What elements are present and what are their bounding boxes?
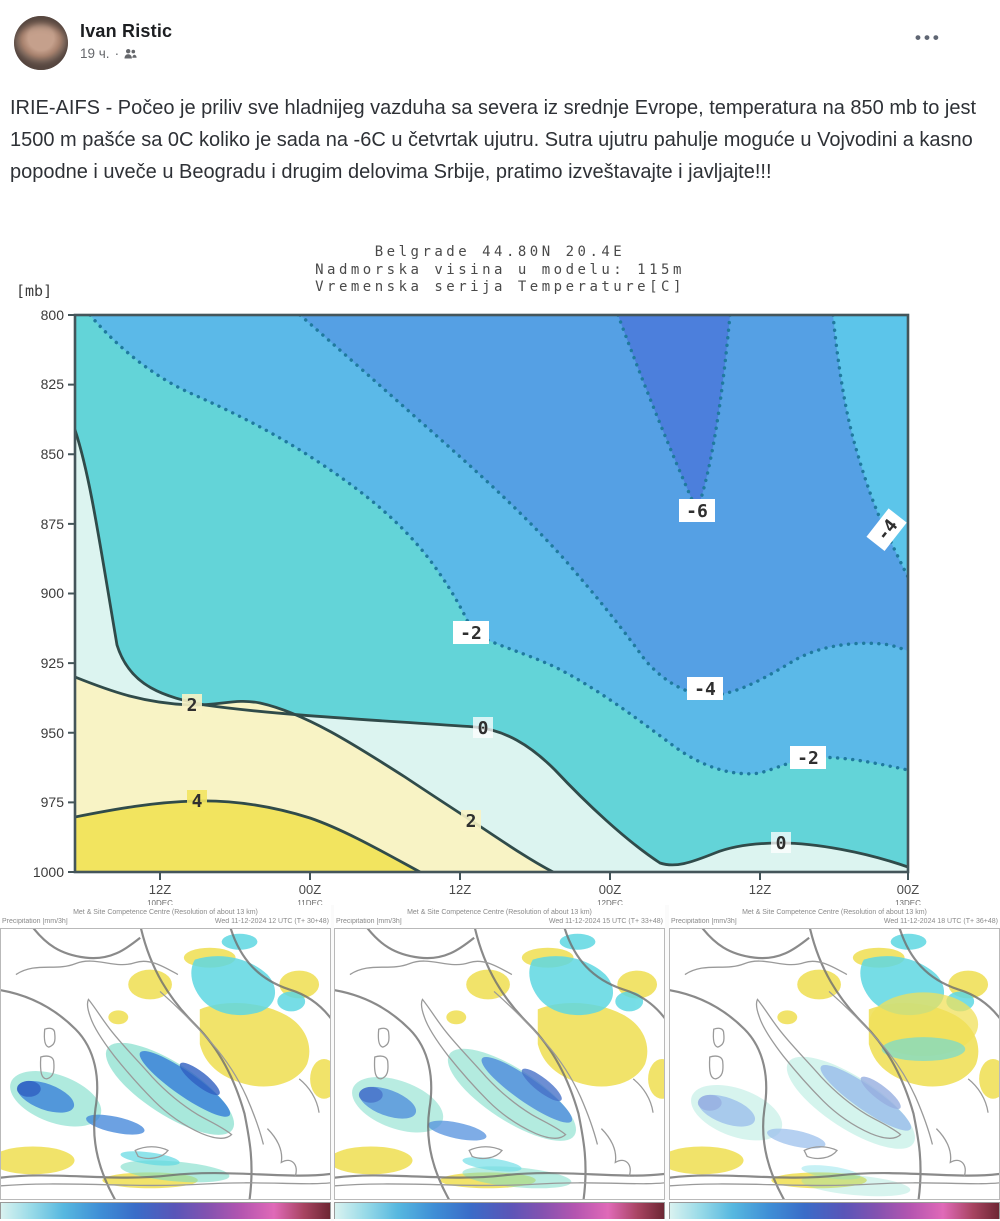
contour-0-line [75,428,908,869]
svg-text:00Z: 00Z [599,882,621,897]
axis-ticks [68,314,909,880]
svg-text:12Z: 12Z [749,882,771,897]
svg-text:-2: -2 [460,623,482,644]
contour-label: -6 [679,499,715,522]
precip-map-2[interactable]: Met & Site Competence Centre (Resolution… [334,905,665,1221]
svg-text:12DEC: 12DEC [597,899,623,905]
y-tick: 975 [41,794,65,810]
y-axis-unit: [mb] [16,282,52,300]
map-canvas [334,928,665,1200]
author-name[interactable]: Ivan Ristic [80,21,173,41]
avatar[interactable] [14,16,68,70]
map-param-label: Precipitation [mm/3h] [2,918,68,925]
y-tick: 1000 [33,864,64,880]
precip-map-1[interactable]: Met & Site Competence Centre (Resolution… [0,905,331,1221]
svg-text:12Z: 12Z [149,882,171,897]
y-tick: 950 [41,725,65,741]
meta-separator: · [114,46,120,61]
svg-text:2: 2 [466,811,477,832]
svg-text:0: 0 [478,718,489,739]
x-tick: 00Z 11DEC [297,882,322,905]
band-minus4-to-minus6 [300,315,908,696]
map-canvas [0,928,331,1200]
contour-label: 2 [461,810,481,832]
y-tick: 800 [41,307,65,323]
map-header: Met & Site Competence Centre (Resolution… [407,909,592,916]
svg-text:-6: -6 [686,501,708,522]
x-tick: 12Z [749,882,771,897]
svg-text:0: 0 [776,833,787,854]
contour-4-line [75,799,422,872]
precip-colorbar [0,1202,331,1219]
chart-title-series: Vremenska serija Temperature[C] [315,279,685,295]
contour-label: 2 [182,694,202,716]
svg-text:-2: -2 [797,748,819,769]
map-header: Met & Site Competence Centre (Resolution… [73,909,258,916]
svg-text:2: 2 [187,695,198,716]
svg-text:-4: -4 [694,679,716,700]
band-below-minus6 [618,315,730,511]
meteogram-svg: Belgrade 44.80N 20.4E Nadmorska visina u… [16,244,921,905]
svg-text:12Z: 12Z [449,882,471,897]
post-image-meteogram[interactable]: Belgrade 44.80N 20.4E Nadmorska visina u… [0,238,1000,906]
map-param-label: Precipitation [mm/3h] [336,918,402,925]
chart-title-location: Belgrade 44.80N 20.4E [375,244,626,260]
map-valid-time: Wed 11-12-2024 12 UTC (T+ 30+48) [214,918,329,925]
svg-text:4: 4 [192,791,203,812]
map-param-label: Precipitation [mm/3h] [671,918,737,925]
x-tick: 00Z 13DEC [895,882,921,905]
svg-text:00Z: 00Z [299,882,321,897]
extra-cyan-blob [881,1037,966,1062]
precip-map-3[interactable]: Met & Site Competence Centre (Resolution… [669,905,1000,1221]
post-timestamp[interactable]: 19 ч. [80,46,110,61]
svg-text:11DEC: 11DEC [297,899,322,905]
contour-minus4-line [298,315,908,697]
band-above-4 [75,800,420,872]
y-tick: 825 [41,376,65,392]
contour-label: -2 [790,746,826,769]
post-text: IRIE-AIFS - Počeo je priliv sve hladnije… [10,97,977,183]
contour-label: 0 [771,832,791,854]
map-header: Met & Site Competence Centre (Resolution… [742,909,927,916]
post-menu-button[interactable]: ••• [915,28,942,47]
precip-colorbar [334,1202,665,1219]
friends-audience-icon [124,48,137,60]
y-tick: 925 [41,655,65,671]
y-tick: 875 [41,516,65,532]
x-tick: 00Z 12DEC [597,882,623,905]
map-canvas [669,928,1000,1200]
chart-title-elevation: Nadmorska visina u modelu: 115m [315,262,685,278]
contour-label: -2 [453,621,489,644]
plot-area: -6 -2 -4 -2 -4 [73,313,910,874]
svg-text:00Z: 00Z [897,882,919,897]
svg-text:13DEC: 13DEC [895,899,921,905]
x-tick: 12Z [449,882,471,897]
svg-text:10DEC: 10DEC [147,899,173,905]
precip-maps-row: Met & Site Competence Centre (Resolution… [0,905,1000,1221]
post-meta: 19 ч. · [80,46,137,61]
y-tick: 900 [41,585,65,601]
map-valid-time: Wed 11-12-2024 18 UTC (T+ 36+48) [883,918,998,925]
contour-minus4-right-line [831,315,908,579]
contour-label: 4 [187,790,207,812]
precip-colorbar [669,1202,1000,1219]
x-tick: 12Z 10DEC [147,882,173,905]
y-tick: 850 [41,446,65,462]
contour-label: 0 [473,717,493,739]
contour-label: -4 [687,677,723,700]
contour-minus2-line [88,315,908,776]
map-valid-time: Wed 11-12-2024 15 UTC (T+ 33+48) [548,918,663,925]
